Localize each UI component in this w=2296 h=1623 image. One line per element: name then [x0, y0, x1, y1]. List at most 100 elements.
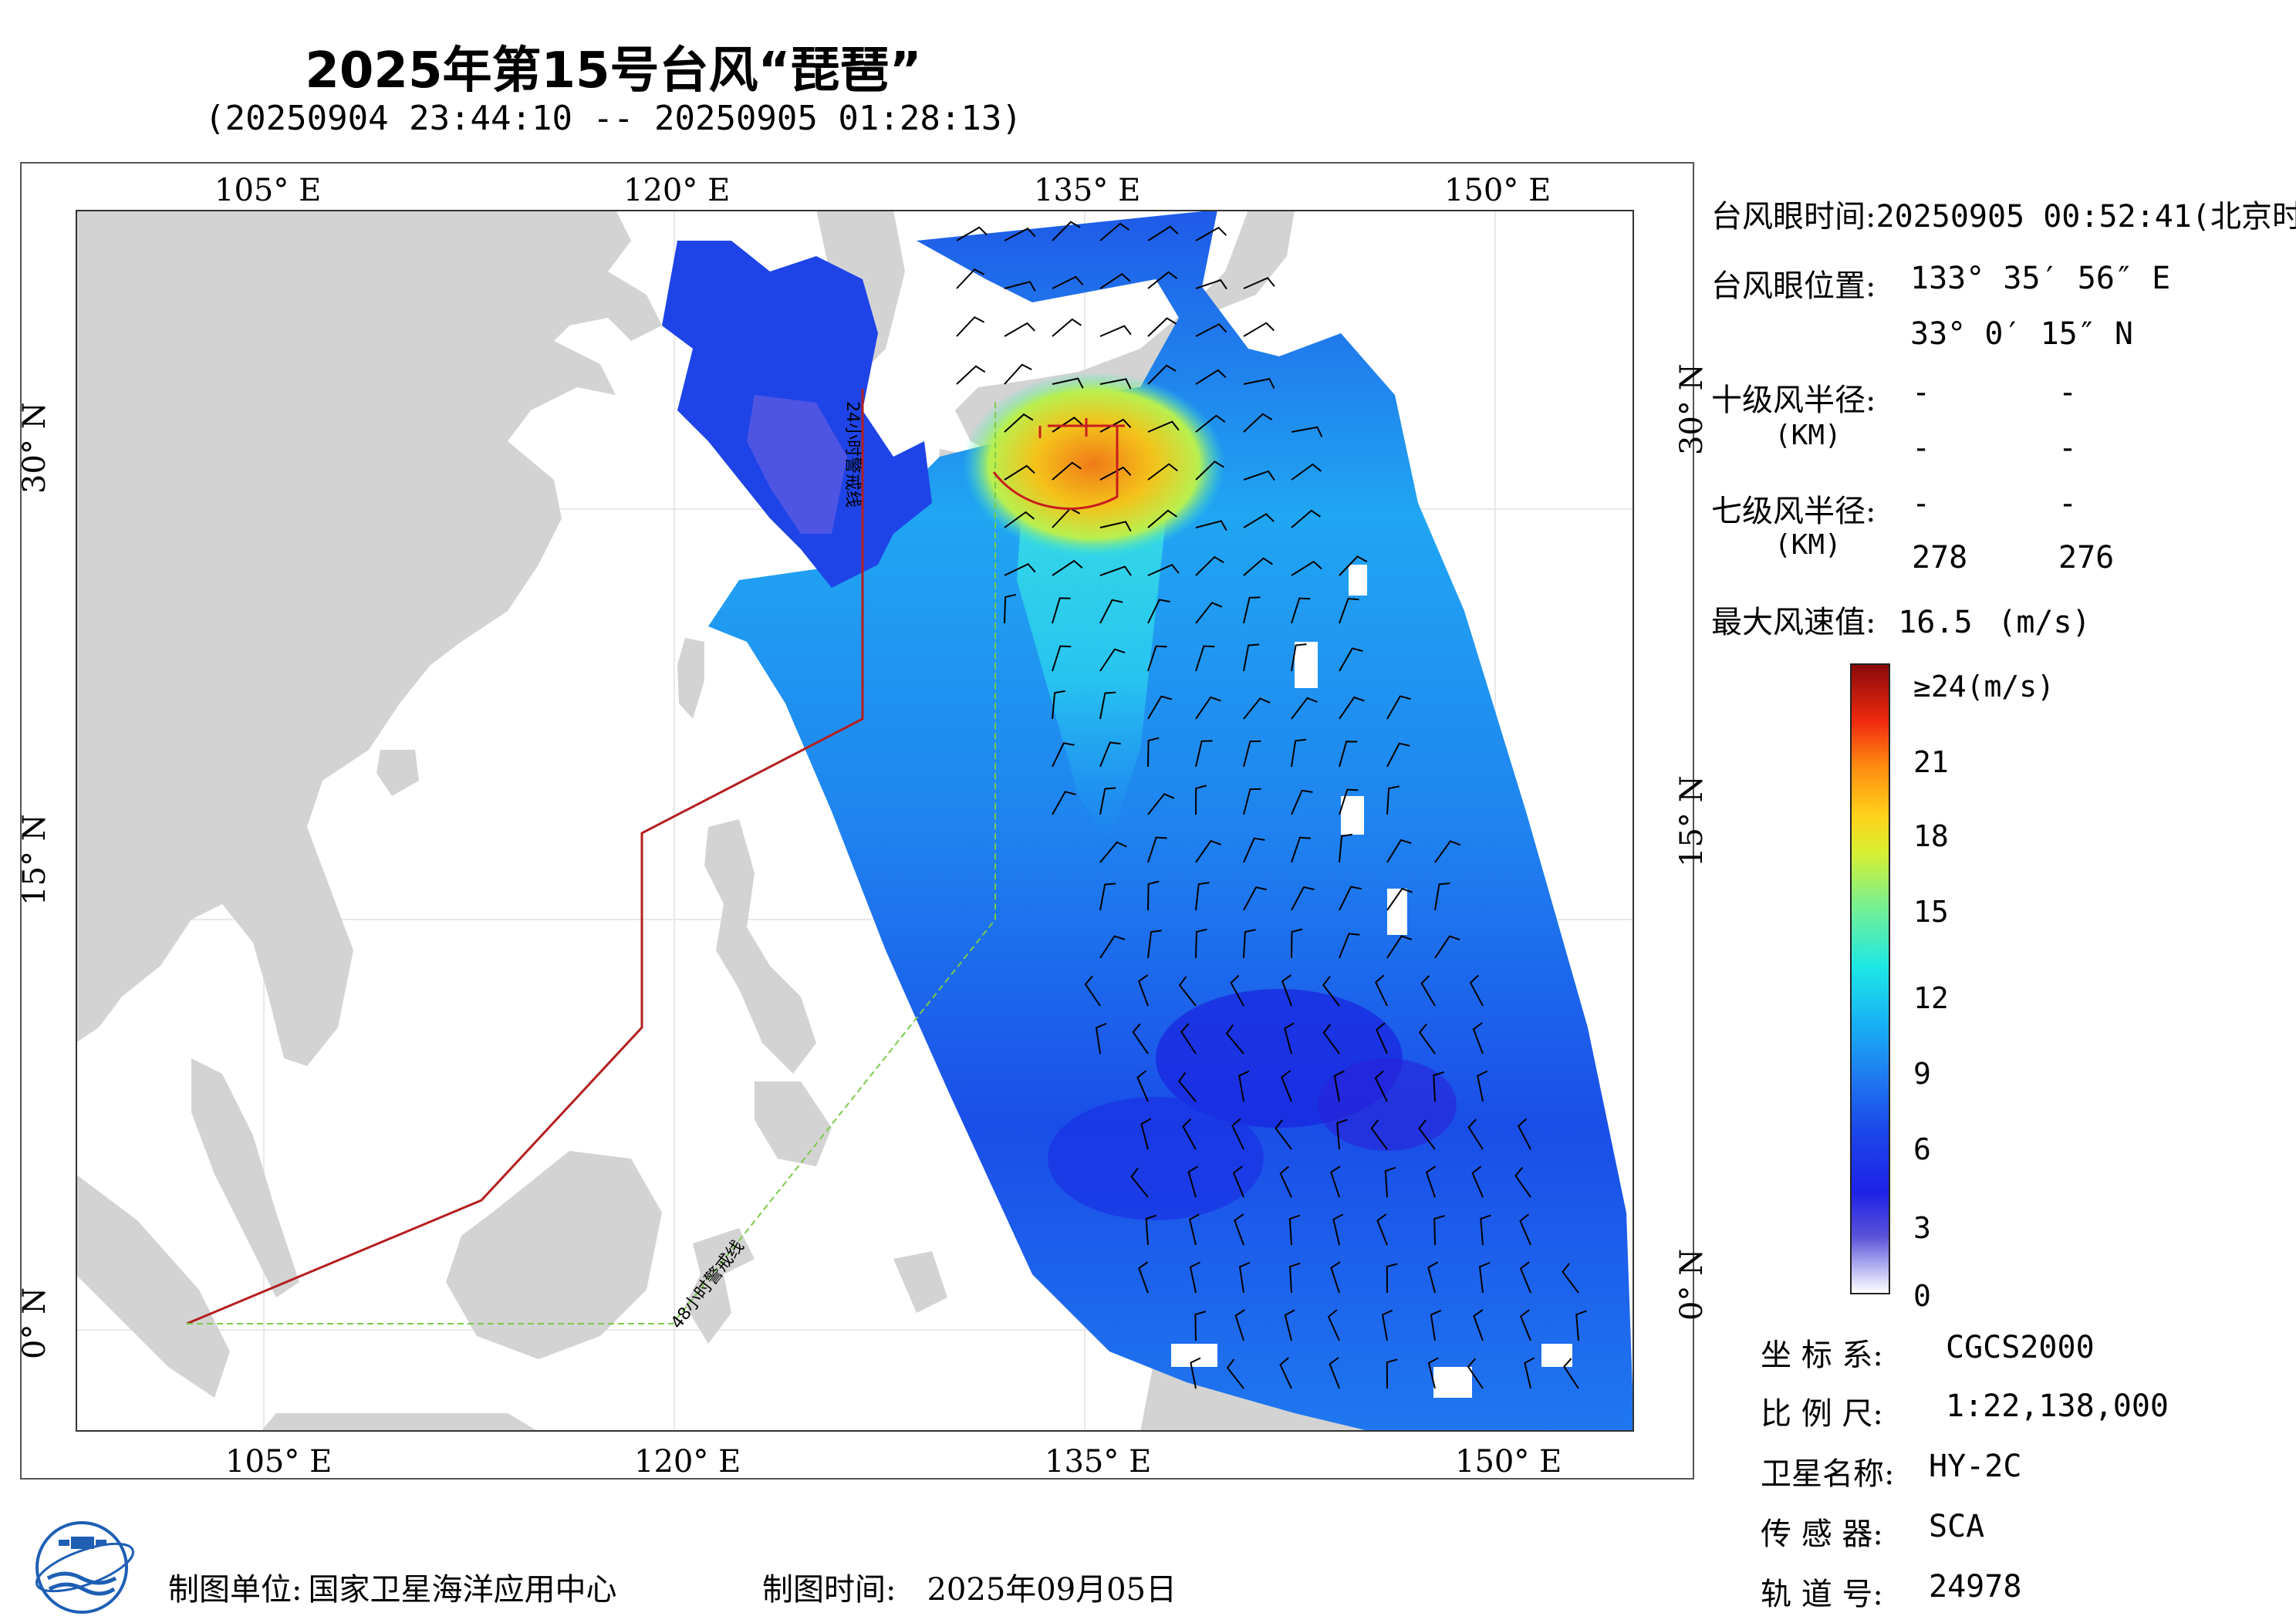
- wind-barb: [1291, 789, 1313, 815]
- wind-barb: [1052, 461, 1082, 481]
- colorbar-tick-12: 12: [1913, 981, 1949, 1015]
- wind-barb: [1291, 426, 1323, 437]
- wind-barb: [1052, 791, 1076, 815]
- wind-barb: [1004, 281, 1036, 292]
- warning-line-48h: [187, 400, 996, 1324]
- r7-value-3: 278: [1912, 540, 1968, 575]
- wind-barb: [1243, 788, 1261, 815]
- wind-barb: [1336, 1119, 1348, 1150]
- wind-barb: [1473, 1309, 1484, 1341]
- wind-barb: [1370, 1119, 1388, 1150]
- wind-barb: [1279, 1166, 1292, 1198]
- lon-label-bottom-150: 150° E: [1455, 1444, 1562, 1480]
- wind-barb: [1099, 882, 1116, 911]
- wind-barb: [1524, 1357, 1535, 1389]
- lat-label-left-15: 15° N: [17, 814, 52, 906]
- eye-latitude: 33° 0′ 15″ N: [1910, 316, 2133, 352]
- wind-barb: [1187, 1166, 1199, 1198]
- wind-barb: [1004, 562, 1036, 576]
- wind-barb: [1004, 322, 1036, 337]
- wind-barb: [1291, 697, 1318, 720]
- wind-barb: [1386, 935, 1413, 959]
- wind-barb: [1004, 593, 1017, 624]
- wind-barb: [1099, 325, 1132, 337]
- r10-value-3: -: [1912, 430, 1931, 466]
- wind-barb: [1288, 1262, 1301, 1294]
- eye-time-value: 20250905 00:52:41(北京时): [1876, 199, 2296, 235]
- lon-label-bottom-105: 105° E: [225, 1444, 333, 1480]
- wind-barb: [1425, 1166, 1437, 1198]
- wind-barb: [1147, 317, 1177, 337]
- wind-barb: [1195, 520, 1227, 531]
- typhoon-eye-marker: [992, 418, 1125, 510]
- nsoas-logo-icon: [35, 1521, 134, 1614]
- wind-barb: [1327, 1309, 1340, 1341]
- wind-barb: [1339, 788, 1359, 815]
- producer-row: 制图单位: 国家卫星海洋应用中心: [168, 1564, 616, 1609]
- wind-barb: [1339, 696, 1365, 720]
- colorbar-tick-6: 6: [1913, 1132, 1931, 1166]
- wind-barb: [1099, 565, 1132, 576]
- colorbar-tick-3: 3: [1913, 1211, 1931, 1245]
- wind-barb: [1339, 597, 1359, 624]
- wind-barb: [1243, 886, 1267, 911]
- wind-barb: [1332, 1213, 1344, 1246]
- wind-barb: [1230, 974, 1244, 1007]
- wind-barb: [1052, 377, 1084, 389]
- wind-barb: [1234, 1309, 1245, 1341]
- wind-barb: [1180, 1023, 1197, 1054]
- wind-barb: [1329, 1357, 1340, 1389]
- wind-barb: [1472, 1022, 1484, 1054]
- wind-barb: [1386, 838, 1412, 863]
- wind-barb: [1234, 1213, 1244, 1246]
- colorbar-tick-24: ≥24(m/s): [1913, 670, 2055, 704]
- r7-value-2: -: [2058, 486, 2078, 521]
- producer-label: 制图单位:: [168, 1572, 302, 1608]
- wind-barb: [1291, 738, 1307, 768]
- lat-label-right-0: 0° N: [1674, 1248, 1710, 1321]
- wind-barb: [1275, 1119, 1292, 1150]
- eye-position-label: 台风眼位置:: [1711, 268, 1876, 304]
- wind-barb: [1322, 976, 1340, 1007]
- wind-speed-swath: [662, 210, 1634, 1432]
- wind-barb: [1195, 278, 1227, 290]
- crs-value: CGCS2000: [1946, 1330, 2095, 1365]
- wind-barb: [1291, 928, 1303, 959]
- r7-unit: (KM): [1774, 529, 1842, 561]
- wind-barb: [1147, 645, 1167, 672]
- wind-barb: [1291, 597, 1311, 624]
- wind-barb: [1147, 737, 1160, 768]
- wind-barb: [1195, 645, 1215, 672]
- r10-value-1: -: [1912, 375, 1931, 410]
- r10-value-4: -: [2058, 430, 2078, 466]
- eye-longitude: 133° 35′ 56″ E: [1910, 261, 2171, 296]
- wind-barb: [1052, 690, 1066, 720]
- lon-label-bottom-135: 135° E: [1045, 1444, 1152, 1480]
- wind-barb: [1514, 1166, 1531, 1198]
- lon-label-top-120: 120° E: [623, 173, 731, 208]
- wind-barb: [1226, 1358, 1244, 1389]
- wind-barbs: [956, 221, 1587, 1389]
- wind-barb: [1195, 785, 1207, 815]
- wind-barb: [1194, 1311, 1207, 1341]
- wind-barb: [1375, 1022, 1388, 1054]
- wind-barb: [1195, 696, 1221, 720]
- wind-barb: [1178, 976, 1197, 1007]
- wind-barb: [1243, 513, 1275, 528]
- wind-barb: [1284, 1022, 1295, 1054]
- wind-barb: [1238, 1070, 1250, 1102]
- wind-barb: [1052, 417, 1083, 433]
- wind-barb: [1099, 741, 1121, 768]
- wind-barb: [1147, 836, 1167, 863]
- wind-barb: [1099, 787, 1116, 815]
- warning-line-24h: [186, 389, 864, 1325]
- wind-barb: [1099, 418, 1132, 433]
- wind-barb: [1418, 1023, 1436, 1054]
- wind-barb: [1291, 886, 1315, 911]
- wind-barb: [1195, 414, 1226, 433]
- wind-barb: [1099, 222, 1130, 241]
- lat-label-left-30: 30° N: [17, 402, 52, 494]
- r7-value-4: 276: [2058, 540, 2115, 575]
- wind-barb: [1004, 413, 1034, 433]
- colorbar-tick-18: 18: [1913, 819, 1949, 853]
